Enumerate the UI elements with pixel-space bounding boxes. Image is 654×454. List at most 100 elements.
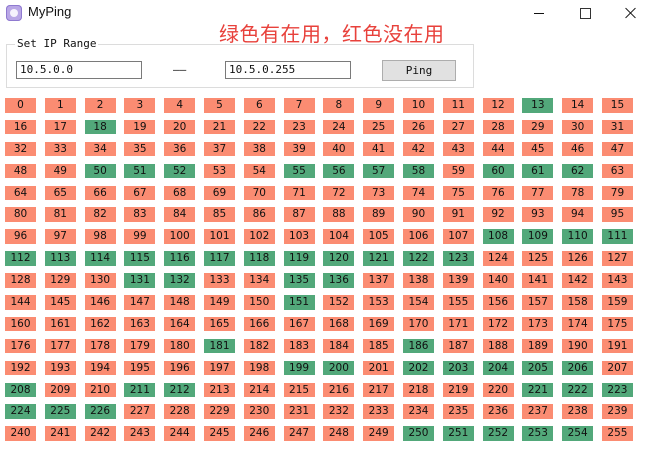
host-cell: 192: [5, 360, 36, 376]
host-cell: 75: [442, 185, 474, 201]
host-cell: 121: [363, 251, 395, 266]
host-cell: 175: [601, 316, 633, 332]
host-cell: 59: [442, 163, 474, 179]
color-legend-annotation: 绿色有在用，红色没在用: [219, 22, 445, 46]
host-cell: 152: [323, 295, 355, 310]
host-cell: 3: [124, 98, 156, 113]
host-cell: 243: [124, 426, 156, 441]
host-cell: 112: [5, 251, 36, 266]
host-cell: 9: [363, 98, 395, 113]
host-cell: 127: [601, 251, 633, 266]
host-cell: 70: [243, 185, 275, 201]
host-cell: 84: [164, 207, 196, 222]
host-cell: 189: [522, 338, 554, 354]
host-cell: 221: [522, 382, 554, 398]
end-ip-input[interactable]: 10.5.0.255: [225, 61, 351, 79]
host-cell: 8: [323, 98, 355, 113]
host-cell: 141: [522, 273, 554, 288]
host-cell: 94: [562, 207, 594, 222]
host-cell: 187: [442, 338, 474, 354]
host-cell: 164: [164, 316, 196, 332]
title-bar[interactable]: MyPing: [0, 0, 654, 28]
host-cell: 137: [363, 273, 395, 288]
host-cell: 4: [164, 98, 196, 113]
host-cell: 140: [482, 273, 514, 288]
host-cell: 55: [283, 163, 315, 179]
host-cell: 117: [203, 251, 235, 266]
host-cell: 146: [84, 295, 116, 310]
host-cell: 42: [402, 141, 434, 157]
ip-range-group-label: Set IP Range: [15, 37, 99, 50]
host-cell: 150: [243, 295, 275, 310]
host-cell: 210: [84, 382, 116, 398]
host-cell: 183: [283, 338, 315, 354]
host-cell: 185: [363, 338, 395, 354]
host-cell: 216: [323, 382, 355, 398]
host-cell: 90: [402, 207, 434, 222]
host-cell: 93: [522, 207, 554, 222]
host-cell: 241: [44, 426, 76, 441]
host-cell: 0: [5, 98, 36, 113]
host-cell: 124: [482, 251, 514, 266]
minimize-button[interactable]: [516, 0, 562, 26]
ping-button[interactable]: Ping: [382, 60, 456, 81]
host-cell: 236: [482, 404, 514, 419]
host-cell: 18: [84, 119, 116, 135]
host-cell: 27: [442, 119, 474, 135]
host-cell: 143: [601, 273, 633, 288]
window-title: MyPing: [28, 4, 72, 19]
close-button[interactable]: [608, 0, 654, 26]
host-cell: 64: [5, 185, 36, 201]
host-cell: 228: [164, 404, 196, 419]
host-cell: 158: [562, 295, 594, 310]
host-cell: 49: [44, 163, 76, 179]
host-cell: 2: [84, 98, 116, 113]
host-cell: 30: [562, 119, 594, 135]
host-cell: 214: [243, 382, 275, 398]
host-cell: 151: [283, 295, 315, 310]
host-cell: 52: [164, 163, 196, 179]
host-cell: 144: [5, 295, 36, 310]
host-cell: 12: [482, 98, 514, 113]
host-cell: 212: [164, 382, 196, 398]
host-cell: 244: [164, 426, 196, 441]
host-cell: 45: [522, 141, 554, 157]
host-cell: 119: [283, 251, 315, 266]
host-cell: 229: [203, 404, 235, 419]
host-cell: 224: [5, 404, 36, 419]
host-cell: 255: [601, 426, 633, 441]
host-cell: 7: [283, 98, 315, 113]
host-cell: 101: [203, 229, 235, 244]
host-cell: 29: [522, 119, 554, 135]
maximize-button[interactable]: [562, 0, 608, 26]
host-cell: 81: [44, 207, 76, 222]
host-cell: 172: [482, 316, 514, 332]
host-cell: 35: [124, 141, 156, 157]
host-cell: 108: [482, 229, 514, 244]
host-cell: 126: [562, 251, 594, 266]
host-cell: 14: [562, 98, 594, 113]
host-cell: 67: [124, 185, 156, 201]
host-cell: 57: [363, 163, 395, 179]
start-ip-input[interactable]: 10.5.0.0: [16, 61, 142, 79]
host-cell: 200: [323, 360, 355, 376]
host-cell: 103: [283, 229, 315, 244]
host-cell: 6: [243, 98, 275, 113]
host-cell: 226: [84, 404, 116, 419]
host-cell: 133: [203, 273, 235, 288]
host-cell: 235: [442, 404, 474, 419]
host-cell: 120: [323, 251, 355, 266]
host-cell: 17: [44, 119, 76, 135]
host-cell: 201: [363, 360, 395, 376]
host-cell: 173: [522, 316, 554, 332]
host-cell: 54: [243, 163, 275, 179]
host-cell: 92: [482, 207, 514, 222]
host-cell: 238: [562, 404, 594, 419]
host-cell: 53: [203, 163, 235, 179]
host-cell: 199: [283, 360, 315, 376]
host-cell: 202: [402, 360, 434, 376]
host-cell: 250: [402, 426, 434, 441]
host-cell: 36: [164, 141, 196, 157]
range-separator: ——: [173, 63, 187, 76]
